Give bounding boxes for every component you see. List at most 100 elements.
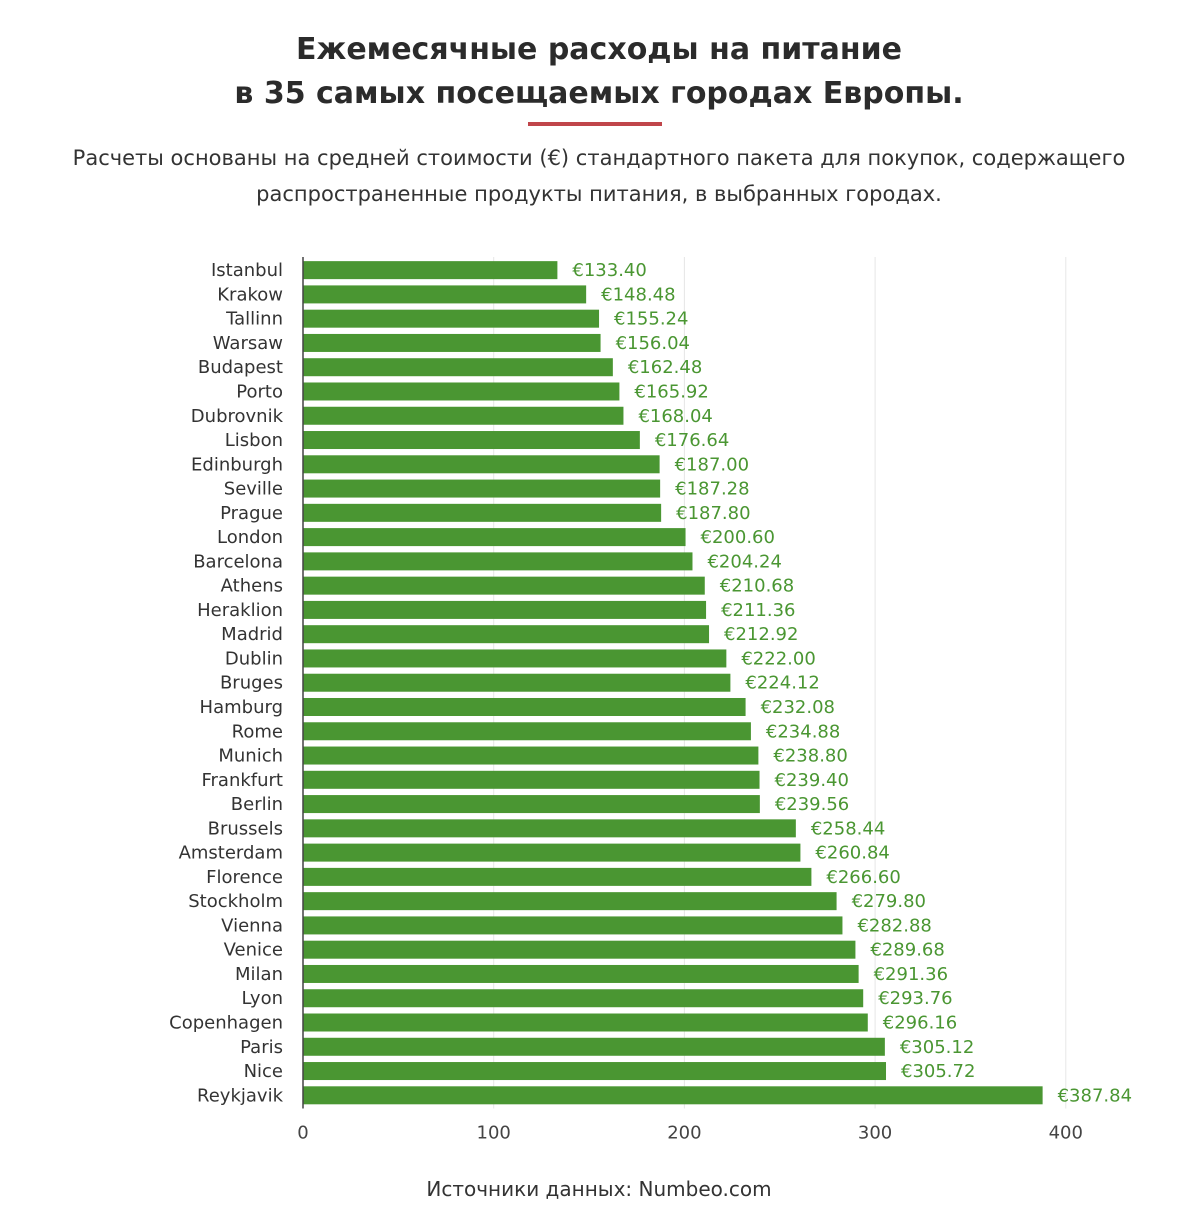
- value-label: €291.36: [874, 964, 948, 985]
- chart-subtitle-line-2: распространенные продукты питания, в выб…: [256, 182, 942, 206]
- value-label: €165.92: [634, 381, 708, 402]
- category-label: Brussels: [208, 818, 283, 839]
- chart-title-line-1: Ежемесячные расходы на питание: [295, 32, 902, 67]
- bar: [303, 1037, 885, 1056]
- category-label: Prague: [220, 503, 283, 524]
- value-label: €266.60: [826, 867, 900, 888]
- category-label: Rome: [232, 721, 283, 742]
- value-label: €200.60: [701, 527, 775, 548]
- category-label: Munich: [218, 746, 283, 767]
- bar: [303, 576, 705, 595]
- value-label: €234.88: [766, 721, 840, 742]
- value-label: €204.24: [707, 551, 781, 572]
- value-label: €258.44: [811, 818, 885, 839]
- bar: [303, 285, 587, 304]
- bar: [303, 1013, 868, 1032]
- bar: [303, 358, 613, 377]
- x-tick-label: 0: [297, 1122, 308, 1143]
- category-label: Bruges: [220, 673, 283, 694]
- category-label: Seville: [224, 479, 283, 500]
- x-tick-label: 300: [858, 1122, 892, 1143]
- category-label: Edinburgh: [191, 454, 283, 475]
- value-label: €279.80: [852, 891, 926, 912]
- bars: [303, 261, 1043, 1105]
- category-label: Tallinn: [225, 309, 283, 330]
- category-label: Florence: [206, 867, 283, 888]
- value-label: €211.36: [721, 600, 795, 621]
- bar: [303, 649, 727, 668]
- x-tick-label: 400: [1049, 1122, 1083, 1143]
- bar: [303, 916, 843, 935]
- bar: [303, 455, 660, 474]
- bar: [303, 503, 662, 522]
- category-label: London: [217, 527, 283, 548]
- category-labels: Istanbul Krakow Tallinn Warsaw Budapest Porto…: [169, 260, 283, 1106]
- bar: [303, 722, 751, 741]
- value-label: €289.68: [870, 940, 944, 961]
- bar: [303, 673, 731, 692]
- bar: [303, 746, 759, 765]
- bar: [303, 333, 601, 352]
- value-label: €187.28: [675, 479, 749, 500]
- bar: [303, 479, 661, 498]
- category-label: Copenhagen: [169, 1013, 283, 1034]
- value-label: €296.16: [883, 1013, 957, 1034]
- category-label: Nice: [244, 1061, 283, 1082]
- category-label: Heraklion: [197, 600, 283, 621]
- category-label: Stockholm: [188, 891, 283, 912]
- category-label: Hamburg: [200, 697, 283, 718]
- title-accent-underline: [528, 122, 662, 126]
- value-label: €239.56: [775, 794, 849, 815]
- category-label: Amsterdam: [179, 843, 283, 864]
- category-label: Lisbon: [225, 430, 283, 451]
- value-label: €224.12: [745, 673, 819, 694]
- category-label: Milan: [235, 964, 283, 985]
- bar: [303, 1086, 1043, 1105]
- bar: [303, 843, 801, 862]
- chart-subtitle-line-1: Расчеты основаны на средней стоимости (€…: [72, 146, 1126, 170]
- category-label: Krakow: [217, 284, 283, 305]
- value-label: €293.76: [878, 988, 952, 1009]
- bar: [303, 964, 859, 983]
- category-label: Athens: [221, 576, 283, 597]
- category-label: Budapest: [198, 357, 283, 378]
- value-label: €282.88: [857, 915, 931, 936]
- bar: [303, 940, 856, 959]
- bar: [303, 431, 640, 450]
- category-label: Vienna: [221, 915, 283, 936]
- value-label: €156.04: [616, 333, 690, 354]
- value-label: €155.24: [614, 309, 688, 330]
- bar: [303, 770, 760, 789]
- bar: [303, 382, 620, 401]
- value-label: €260.84: [815, 843, 889, 864]
- chart-subtitle: Расчеты основаны на средней стоимости (€…: [0, 140, 1198, 212]
- bar: [303, 309, 600, 328]
- category-label: Dubrovnik: [191, 406, 284, 427]
- value-label: €187.80: [676, 503, 750, 524]
- bar: [303, 989, 864, 1008]
- bar: [303, 697, 746, 716]
- category-label: Venice: [224, 940, 283, 961]
- value-label: €232.08: [761, 697, 835, 718]
- value-label: €210.68: [720, 576, 794, 597]
- bar: [303, 600, 707, 619]
- category-label: Dublin: [225, 648, 283, 669]
- category-label: Porto: [236, 381, 283, 402]
- category-label: Paris: [240, 1037, 283, 1058]
- chart-title: Ежемесячные расходы на питание в 35 самы…: [0, 28, 1198, 116]
- bar: [303, 625, 710, 644]
- category-label: Madrid: [221, 624, 283, 645]
- category-label: Frankfurt: [201, 770, 283, 791]
- value-label: €168.04: [638, 406, 712, 427]
- category-label: Warsaw: [213, 333, 283, 354]
- value-label: €239.40: [775, 770, 849, 791]
- x-axis-ticks: 0 100 200 300 400: [297, 1122, 1083, 1143]
- value-label: €176.64: [655, 430, 729, 451]
- value-label: €187.00: [675, 454, 749, 475]
- bar: [303, 261, 558, 280]
- value-label: €305.72: [901, 1061, 975, 1082]
- value-label: €133.40: [572, 260, 646, 281]
- data-source-note: Источники данных: Numbeo.com: [426, 1177, 772, 1201]
- category-label: Istanbul: [211, 260, 283, 281]
